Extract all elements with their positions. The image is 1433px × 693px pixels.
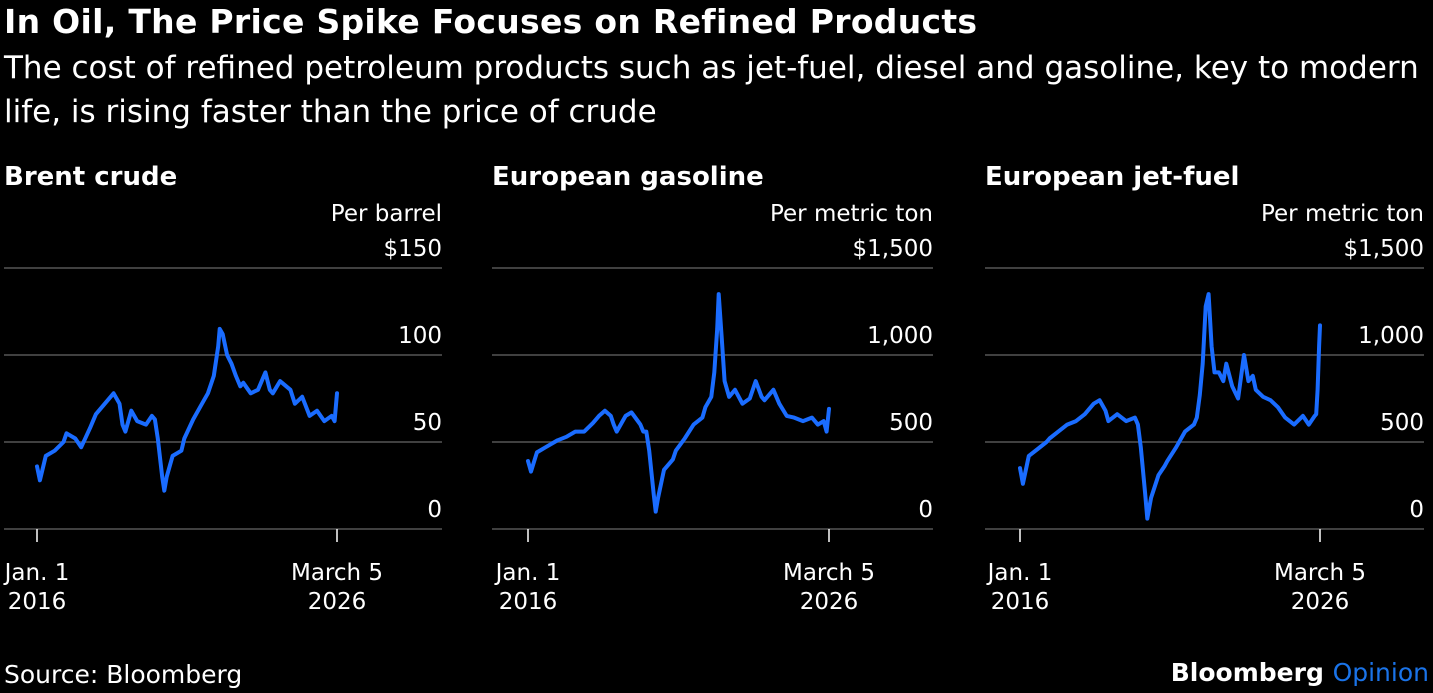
y-tick-label: $1,500	[853, 236, 933, 262]
x-tick-label: March 5	[1274, 560, 1366, 586]
brand-secondary: Opinion	[1332, 658, 1429, 687]
x-tick-label: Jan. 1	[986, 560, 1053, 586]
y-tick-label: $1,500	[1344, 236, 1424, 262]
source-note: Source: Bloomberg	[4, 660, 243, 689]
x-tick-label: 2016	[8, 589, 67, 615]
page-subtitle: The cost of refined petroleum products s…	[4, 50, 1419, 130]
x-tick-label: March 5	[291, 560, 383, 586]
y-tick-label: 0	[918, 497, 933, 523]
y-tick-label: 1,000	[1358, 323, 1424, 349]
y-tick-label: 0	[427, 497, 442, 523]
unit-label: Per barrel	[331, 201, 442, 227]
y-tick-label: 50	[413, 410, 442, 436]
brand-primary: Bloomberg	[1170, 658, 1324, 687]
x-tick-label: March 5	[783, 560, 875, 586]
series-line	[1018, 292, 1322, 521]
unit-label: Per metric ton	[770, 201, 933, 227]
y-tick-label: 0	[1409, 497, 1424, 523]
x-tick-label: 2016	[499, 589, 558, 615]
x-tick-label: Jan. 1	[3, 560, 70, 586]
chart-title: European jet-fuel	[985, 162, 1239, 192]
x-tick-label: 2026	[308, 589, 367, 615]
chart-title: European gasoline	[492, 162, 764, 192]
y-tick-label: 500	[1380, 410, 1424, 436]
x-tick-label: Jan. 1	[494, 560, 561, 586]
y-tick-label: 100	[398, 323, 442, 349]
page-title: In Oil, The Price Spike Focuses on Refin…	[4, 2, 978, 41]
series-line	[526, 292, 831, 514]
x-tick-label: 2026	[1291, 589, 1350, 615]
y-tick-label: $150	[383, 236, 442, 262]
unit-label: Per metric ton	[1261, 201, 1424, 227]
y-tick-label: 1,000	[867, 323, 933, 349]
x-tick-label: 2026	[800, 589, 859, 615]
y-tick-label: 500	[889, 410, 933, 436]
brand-logo: Bloomberg Opinion	[1171, 658, 1429, 688]
x-tick-label: 2016	[991, 589, 1050, 615]
series-line	[35, 326, 339, 493]
chart-title: Brent crude	[4, 162, 177, 192]
